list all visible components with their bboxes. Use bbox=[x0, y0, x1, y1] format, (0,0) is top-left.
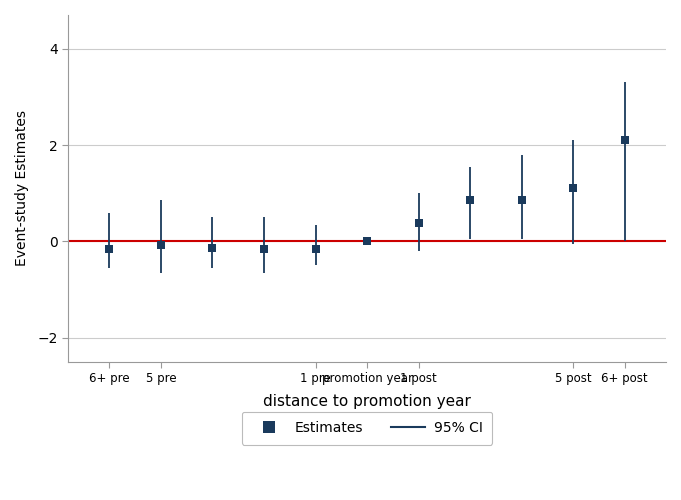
Point bbox=[104, 244, 115, 252]
Point bbox=[464, 196, 475, 204]
Point bbox=[413, 219, 424, 227]
Point bbox=[207, 244, 218, 252]
X-axis label: distance to promotion year: distance to promotion year bbox=[263, 394, 471, 408]
Point bbox=[516, 196, 527, 204]
Point bbox=[619, 136, 630, 144]
Y-axis label: Event-study Estimates: Event-study Estimates bbox=[15, 110, 29, 266]
Legend: Estimates, 95% CI: Estimates, 95% CI bbox=[242, 412, 492, 445]
Point bbox=[310, 244, 321, 252]
Point bbox=[568, 184, 579, 192]
Point bbox=[259, 244, 270, 252]
Point bbox=[362, 238, 373, 246]
Point bbox=[155, 242, 166, 250]
